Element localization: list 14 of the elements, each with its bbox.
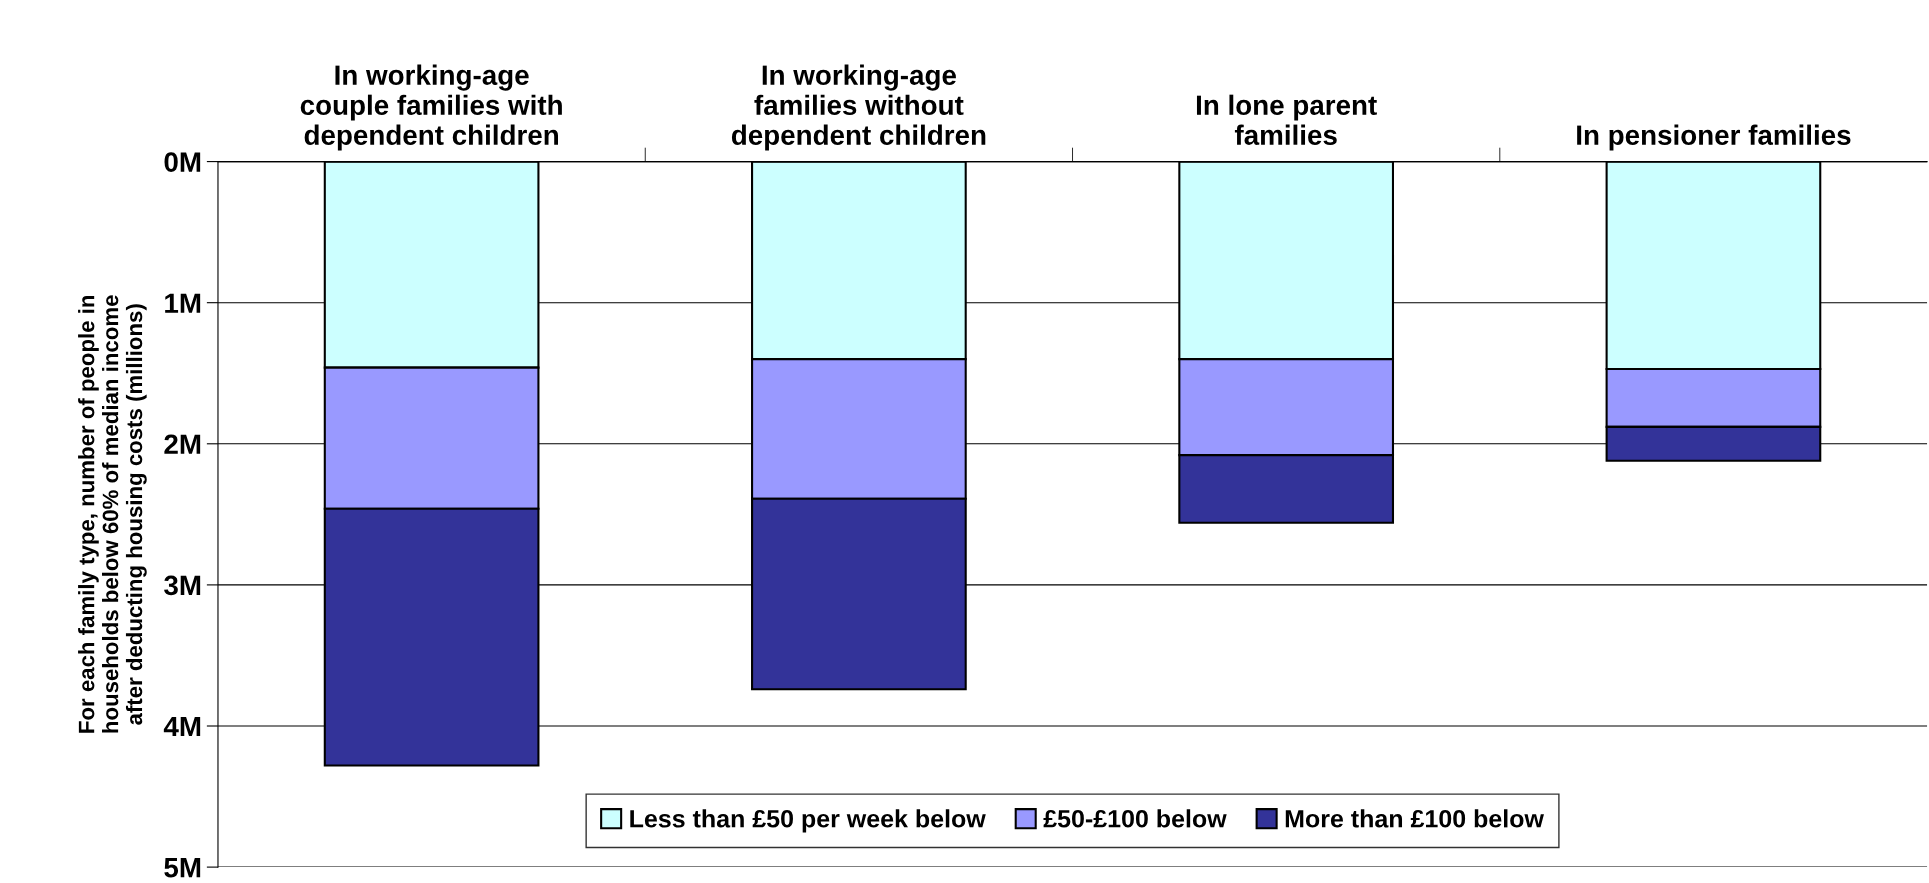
y-tick-label: 4M xyxy=(163,716,201,737)
y-tick-label: 3M xyxy=(164,575,201,596)
x-tick-label: In pensioner families xyxy=(1577,124,1851,151)
legend-label: More than £100 below xyxy=(1285,809,1544,828)
y-axis-title: For each family type, number of people in households below 60% of median income after deducting housing costs (millions) xyxy=(78,295,147,733)
y-tick-label: 1M xyxy=(165,293,201,313)
y-tick-label: 2M xyxy=(164,434,201,454)
x-tick-label: In lone parent families xyxy=(1196,94,1377,145)
legend-label: Less than £50 per week below xyxy=(630,809,986,833)
y-tick-label: 5M xyxy=(164,858,201,878)
x-tick-label: In working-age couple families with dependent children xyxy=(300,64,562,151)
legend-label: £50-£100 below xyxy=(1043,809,1227,828)
y-tick-label: 0M xyxy=(164,152,201,172)
x-tick-label: In working-age families without dependent children xyxy=(731,64,986,151)
